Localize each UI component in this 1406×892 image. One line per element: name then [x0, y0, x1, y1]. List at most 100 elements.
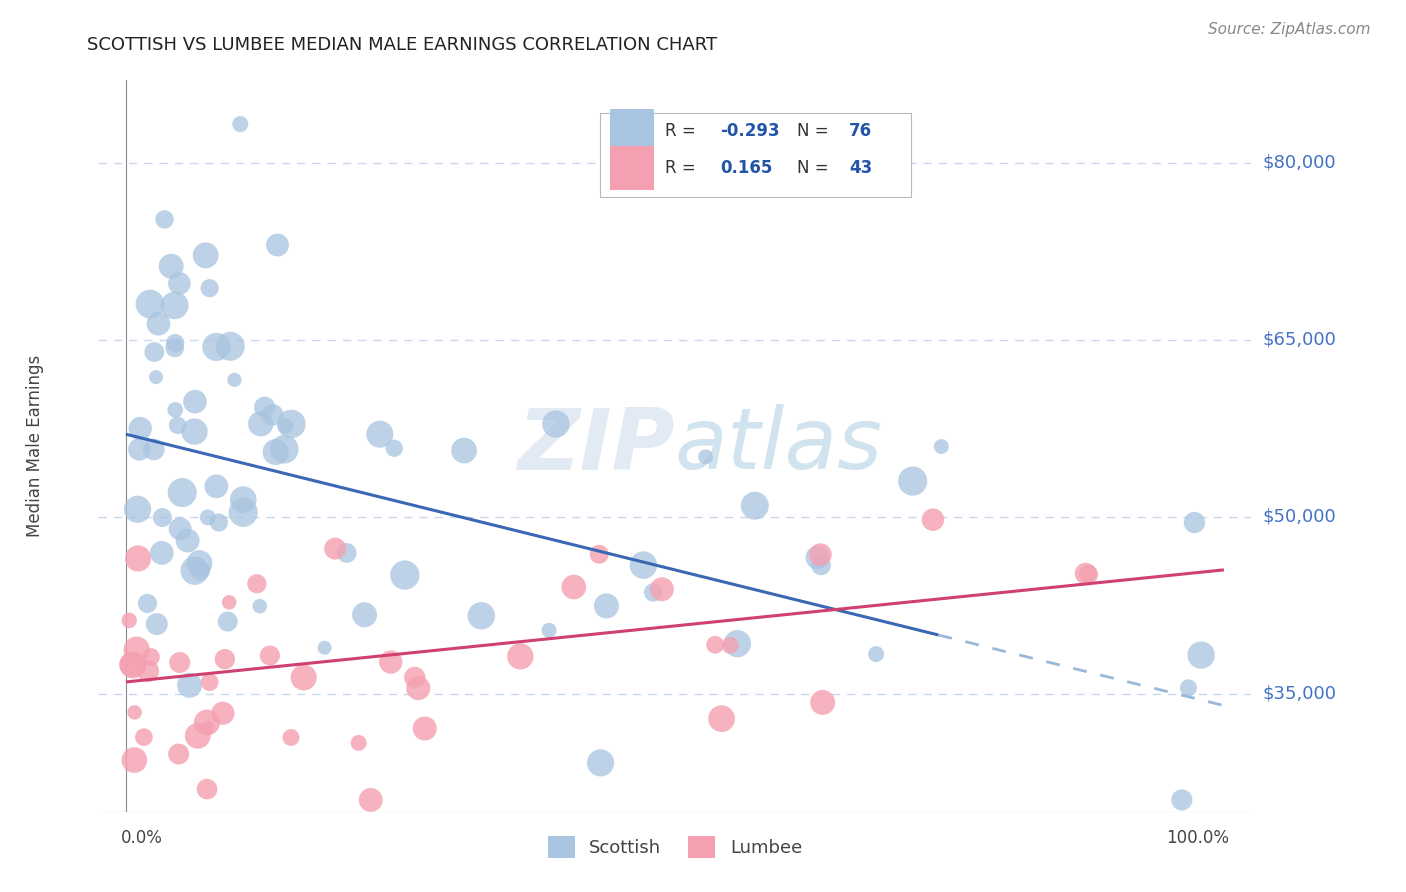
Point — [280, 731, 302, 745]
Point — [249, 599, 271, 614]
Point — [205, 340, 228, 354]
Point — [172, 485, 194, 500]
Point — [589, 756, 612, 770]
Point — [121, 657, 143, 672]
Point — [163, 298, 186, 312]
Point — [194, 248, 217, 262]
Point — [1171, 793, 1194, 807]
Point — [150, 546, 173, 560]
Point — [292, 670, 315, 684]
Point — [323, 541, 346, 556]
Legend: Scottish, Lumbee: Scottish, Lumbee — [540, 829, 810, 865]
Text: N =: N = — [797, 122, 834, 140]
Point — [931, 440, 953, 454]
Point — [368, 427, 391, 442]
Point — [537, 624, 560, 638]
Point — [453, 443, 475, 458]
Point — [142, 442, 165, 457]
Point — [124, 753, 146, 767]
Point — [806, 550, 828, 565]
Point — [404, 670, 426, 684]
Point — [470, 608, 492, 623]
Point — [195, 782, 218, 797]
Point — [651, 582, 673, 597]
Point — [163, 341, 186, 355]
Point — [710, 712, 733, 726]
Point — [509, 649, 531, 664]
Point — [146, 617, 169, 632]
Point — [643, 585, 665, 599]
Text: $50,000: $50,000 — [1263, 508, 1336, 525]
Point — [160, 259, 183, 273]
Text: -0.293: -0.293 — [720, 122, 779, 140]
Point — [219, 339, 242, 353]
Point — [139, 297, 162, 311]
Point — [273, 442, 295, 457]
Point — [176, 533, 198, 548]
Point — [152, 510, 174, 524]
Point — [353, 607, 375, 622]
Text: R =: R = — [665, 159, 700, 177]
Point — [188, 556, 211, 570]
Point — [198, 675, 221, 690]
Text: $35,000: $35,000 — [1263, 685, 1337, 703]
Point — [127, 502, 149, 516]
Point — [544, 417, 567, 431]
Point — [922, 513, 945, 527]
Point — [865, 647, 887, 661]
Text: 43: 43 — [849, 159, 872, 177]
Text: 100.0%: 100.0% — [1167, 830, 1229, 847]
Point — [167, 747, 190, 761]
Point — [129, 421, 152, 435]
Text: N =: N = — [797, 159, 834, 177]
Point — [166, 418, 188, 433]
Point — [901, 474, 924, 488]
Point — [810, 548, 832, 562]
Text: $65,000: $65,000 — [1263, 331, 1336, 349]
Point — [214, 652, 236, 666]
Point — [184, 394, 207, 409]
Point — [1074, 566, 1097, 581]
Text: Source: ZipAtlas.com: Source: ZipAtlas.com — [1208, 22, 1371, 37]
Point — [718, 639, 741, 653]
Point — [704, 638, 727, 652]
Point — [253, 400, 276, 414]
Point — [274, 419, 297, 434]
Point — [127, 551, 149, 566]
Point — [1184, 516, 1206, 530]
Point — [725, 637, 748, 651]
Point — [314, 640, 336, 655]
Text: 76: 76 — [849, 122, 872, 140]
Point — [211, 706, 233, 721]
Point — [136, 597, 159, 611]
Text: R =: R = — [665, 122, 700, 140]
Point — [197, 510, 219, 524]
Point — [208, 516, 231, 530]
Point — [249, 417, 271, 431]
Text: 0.165: 0.165 — [720, 159, 772, 177]
Point — [124, 706, 146, 720]
Point — [165, 402, 187, 417]
Point — [264, 445, 287, 459]
Point — [139, 650, 162, 665]
Point — [232, 505, 254, 519]
Point — [198, 281, 221, 295]
Point — [1177, 681, 1199, 695]
Point — [224, 373, 246, 387]
Point — [218, 595, 240, 609]
Point — [394, 568, 416, 582]
FancyBboxPatch shape — [610, 145, 654, 190]
Text: 0.0%: 0.0% — [121, 830, 162, 847]
Point — [118, 613, 141, 627]
Point — [197, 721, 219, 735]
Point — [262, 408, 284, 422]
Point — [179, 678, 201, 692]
Point — [169, 656, 191, 670]
Point — [408, 681, 430, 695]
Point — [169, 277, 191, 291]
Point — [280, 417, 302, 431]
Point — [145, 370, 167, 384]
Point — [195, 715, 218, 730]
Point — [136, 664, 159, 678]
Point — [153, 212, 176, 227]
